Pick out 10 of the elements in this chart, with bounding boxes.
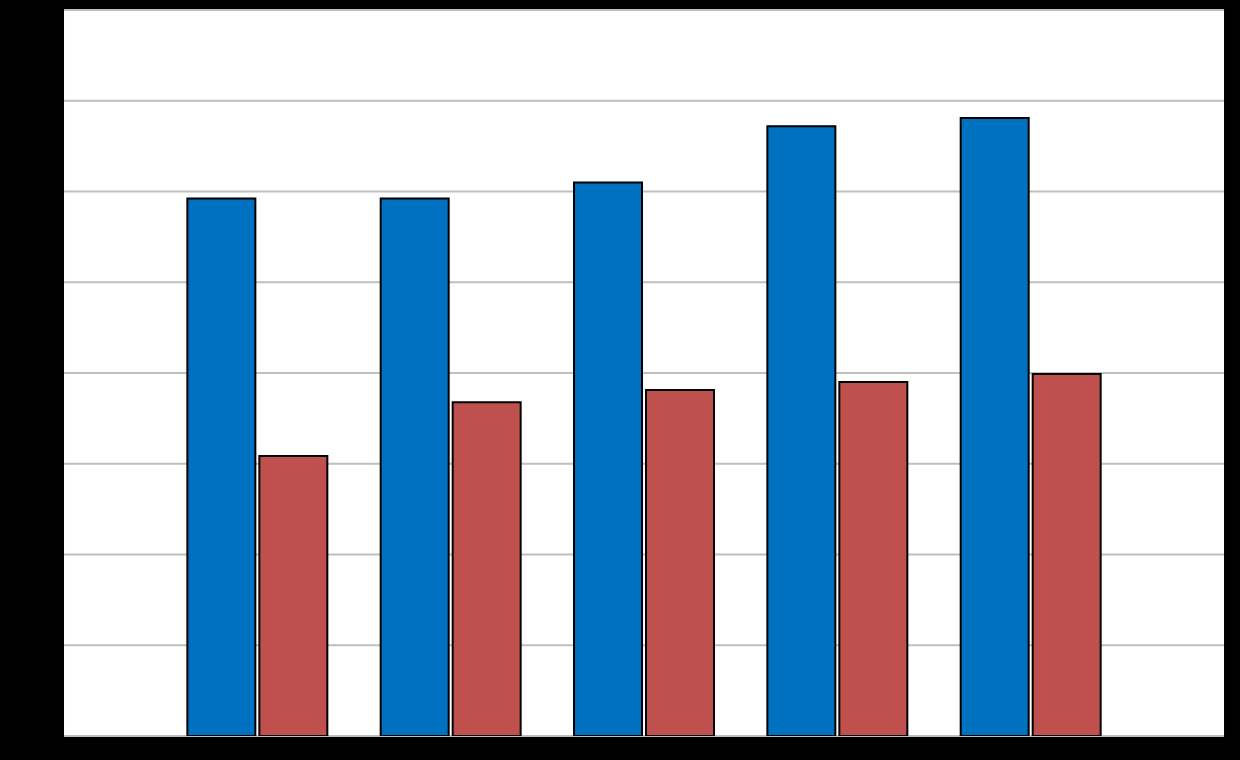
bar [1031, 372, 1102, 736]
bar [959, 117, 1030, 736]
bar [186, 197, 257, 736]
bar [573, 181, 644, 736]
bar [451, 401, 522, 736]
bar [645, 388, 716, 736]
bar [379, 197, 450, 736]
bar [766, 125, 837, 736]
bar [838, 380, 909, 736]
bar [258, 455, 329, 736]
